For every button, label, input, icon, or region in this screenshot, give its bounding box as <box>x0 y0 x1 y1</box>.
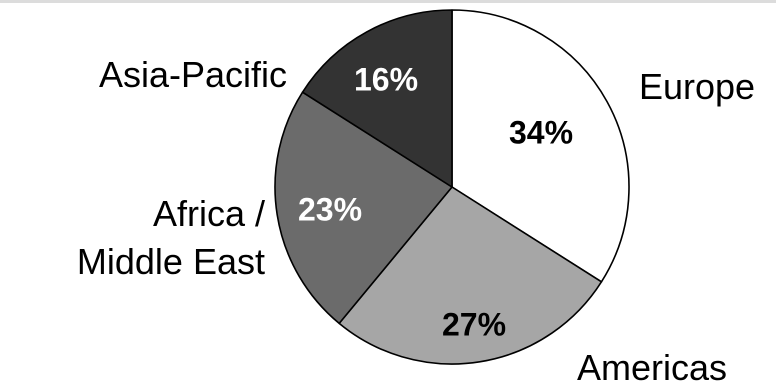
category-label-africa-middle-east: Africa / Middle East <box>77 193 265 282</box>
percent-label-asia-pacific: 16% <box>354 61 418 97</box>
percent-label-africa-middle-east: 23% <box>298 191 362 227</box>
pie-slices <box>274 9 630 365</box>
percent-label-americas: 27% <box>442 306 506 342</box>
category-labels: Europe Americas Africa / Middle East Asia-Pa… <box>77 54 755 386</box>
pie-slice-europe <box>451 9 630 283</box>
pie-slice-americas <box>338 186 603 365</box>
category-label-europe: Europe <box>639 66 755 107</box>
pie-slice-asia-pacific <box>301 9 453 188</box>
percent-labels: 34% 27% 23% 16% <box>298 61 573 342</box>
top-rule <box>0 0 776 3</box>
pie-slice-africa-middle-east <box>274 91 453 325</box>
category-label-asia-pacific: Asia-Pacific <box>99 54 287 95</box>
percent-label-europe: 34% <box>509 114 573 150</box>
category-label-americas: Americas <box>577 347 727 386</box>
